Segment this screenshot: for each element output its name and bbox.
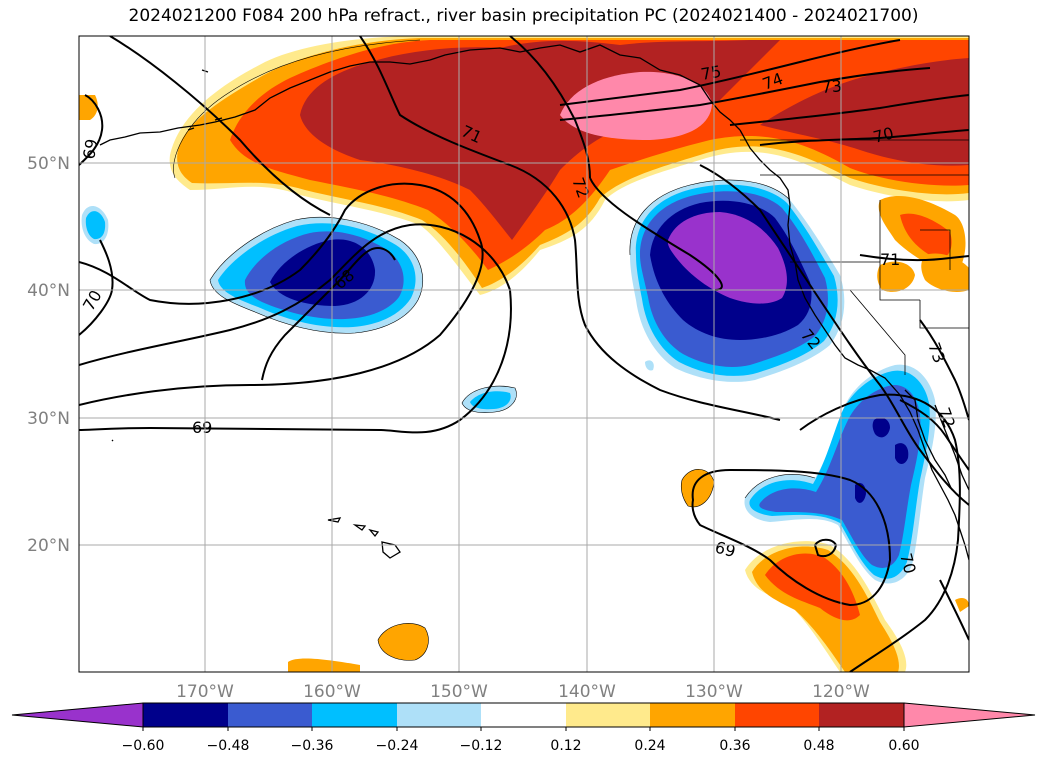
colorbar-segment bbox=[397, 703, 481, 727]
chart-title: 2024021200 F084 200 hPa refract., river … bbox=[128, 6, 919, 26]
contour-74 bbox=[559, 67, 931, 121]
colorbar: −0.60 −0.48 −0.36 −0.24 −0.12 0.12 0.24 … bbox=[11, 702, 1036, 754]
contour-south-east bbox=[939, 579, 969, 641]
shade-red-orange-south bbox=[765, 553, 860, 621]
colorbar-extend-left bbox=[11, 702, 144, 728]
shade-dark-red-ne bbox=[760, 58, 969, 166]
contour-label: 70 bbox=[896, 551, 920, 576]
lon-label: 120°W bbox=[812, 682, 870, 702]
contour-73 bbox=[729, 94, 969, 126]
colorbar-label: 0.60 bbox=[888, 738, 919, 754]
contour-label: 69 bbox=[79, 137, 101, 160]
shade-navy-central bbox=[270, 239, 376, 306]
contour-label: 71 bbox=[880, 250, 900, 269]
lat-label: 30°N bbox=[27, 409, 70, 429]
contour-70-ne bbox=[759, 129, 969, 146]
colorbar-segment bbox=[566, 703, 650, 727]
shade-light-blue-tiny bbox=[645, 360, 654, 371]
shade-cyan-west bbox=[85, 211, 106, 240]
contour-70-north bbox=[109, 36, 331, 216]
lon-label: 130°W bbox=[685, 682, 743, 702]
colorbar-segment bbox=[819, 703, 904, 727]
shade-navy-south-3 bbox=[895, 443, 909, 464]
contour-label: 70 bbox=[871, 123, 896, 147]
contour-label: 73 bbox=[821, 76, 843, 97]
shade-navy-south-1 bbox=[872, 417, 890, 438]
colorbar-label: 0.36 bbox=[719, 738, 750, 754]
colorbar-label: 0.24 bbox=[634, 738, 665, 754]
shade-orange-small-south bbox=[681, 469, 714, 507]
colorbar-segment bbox=[312, 703, 397, 727]
colorbar-label: −0.24 bbox=[376, 738, 419, 754]
contour-69-south-loop bbox=[691, 468, 892, 607]
colorbar-label: −0.60 bbox=[122, 738, 165, 754]
contour-70-south bbox=[799, 393, 961, 672]
map-frame bbox=[78, 35, 970, 673]
contour-72-coast bbox=[699, 164, 969, 506]
lat-label: 50°N bbox=[27, 154, 70, 174]
shade-pink-north bbox=[560, 71, 712, 140]
colorbar-label: −0.36 bbox=[291, 738, 334, 754]
contour-75 bbox=[559, 39, 901, 106]
shade-outlines bbox=[173, 39, 816, 661]
colorbar-segment bbox=[650, 703, 735, 727]
colorbar-segment bbox=[735, 703, 819, 727]
lon-label: 150°W bbox=[430, 682, 488, 702]
shade-orange-tiny bbox=[955, 598, 969, 612]
longitude-labels: 170°W 160°W 150°W 140°W 130°W 120°W bbox=[176, 682, 870, 702]
contour-68 bbox=[261, 247, 396, 381]
colorbar-extend-right bbox=[903, 702, 1036, 728]
lat-label: 40°N bbox=[27, 281, 70, 301]
shade-orange-nevada bbox=[877, 261, 915, 292]
colorbar-label: 0.12 bbox=[550, 738, 581, 754]
shade-red-sierra bbox=[900, 213, 952, 259]
shade-orange-arizona bbox=[921, 253, 969, 292]
colorbar-label: −0.48 bbox=[207, 738, 250, 754]
contour-69-north bbox=[79, 94, 104, 166]
map-content: 69 70 68 71 72 75 74 73 70 72 71 73 72 6… bbox=[79, 36, 969, 672]
contour-72-loop bbox=[589, 177, 723, 291]
lon-label: 170°W bbox=[176, 682, 234, 702]
gridlines bbox=[79, 36, 969, 672]
contour-71 bbox=[359, 36, 781, 421]
contour-73-east bbox=[919, 319, 969, 421]
lat-label: 20°N bbox=[27, 536, 70, 556]
colorbar-segment bbox=[143, 703, 228, 727]
contour-72-north bbox=[509, 36, 591, 179]
contour-69-west bbox=[79, 182, 484, 406]
shade-orange-bottom-left bbox=[288, 658, 360, 672]
contour-71-east bbox=[859, 254, 969, 262]
colorbar-label: 0.48 bbox=[803, 738, 834, 754]
colorbar-label: −0.12 bbox=[460, 738, 503, 754]
colorbar-segment bbox=[228, 703, 312, 727]
contour-72-east bbox=[899, 399, 969, 471]
lon-label: 160°W bbox=[303, 682, 361, 702]
contour-label: 75 bbox=[699, 62, 722, 84]
shade-orange-hawaii-sw bbox=[378, 623, 429, 661]
contour-label: 69 bbox=[192, 418, 212, 437]
latitude-labels: 50°N 40°N 30°N 20°N bbox=[27, 154, 70, 556]
shade-purple-ne bbox=[667, 212, 787, 304]
colorbar-segment bbox=[481, 703, 566, 727]
contour-label: 69 bbox=[713, 538, 738, 562]
shade-cyan-small bbox=[470, 391, 511, 410]
lon-label: 140°W bbox=[558, 682, 616, 702]
